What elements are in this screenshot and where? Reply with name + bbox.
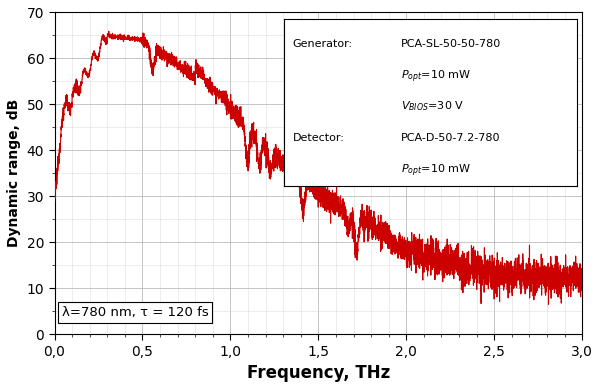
X-axis label: Frequency, THz: Frequency, THz [247,364,390,382]
Y-axis label: Dynamic range, dB: Dynamic range, dB [7,99,21,247]
Text: λ=780 nm, τ = 120 fs: λ=780 nm, τ = 120 fs [62,306,208,319]
